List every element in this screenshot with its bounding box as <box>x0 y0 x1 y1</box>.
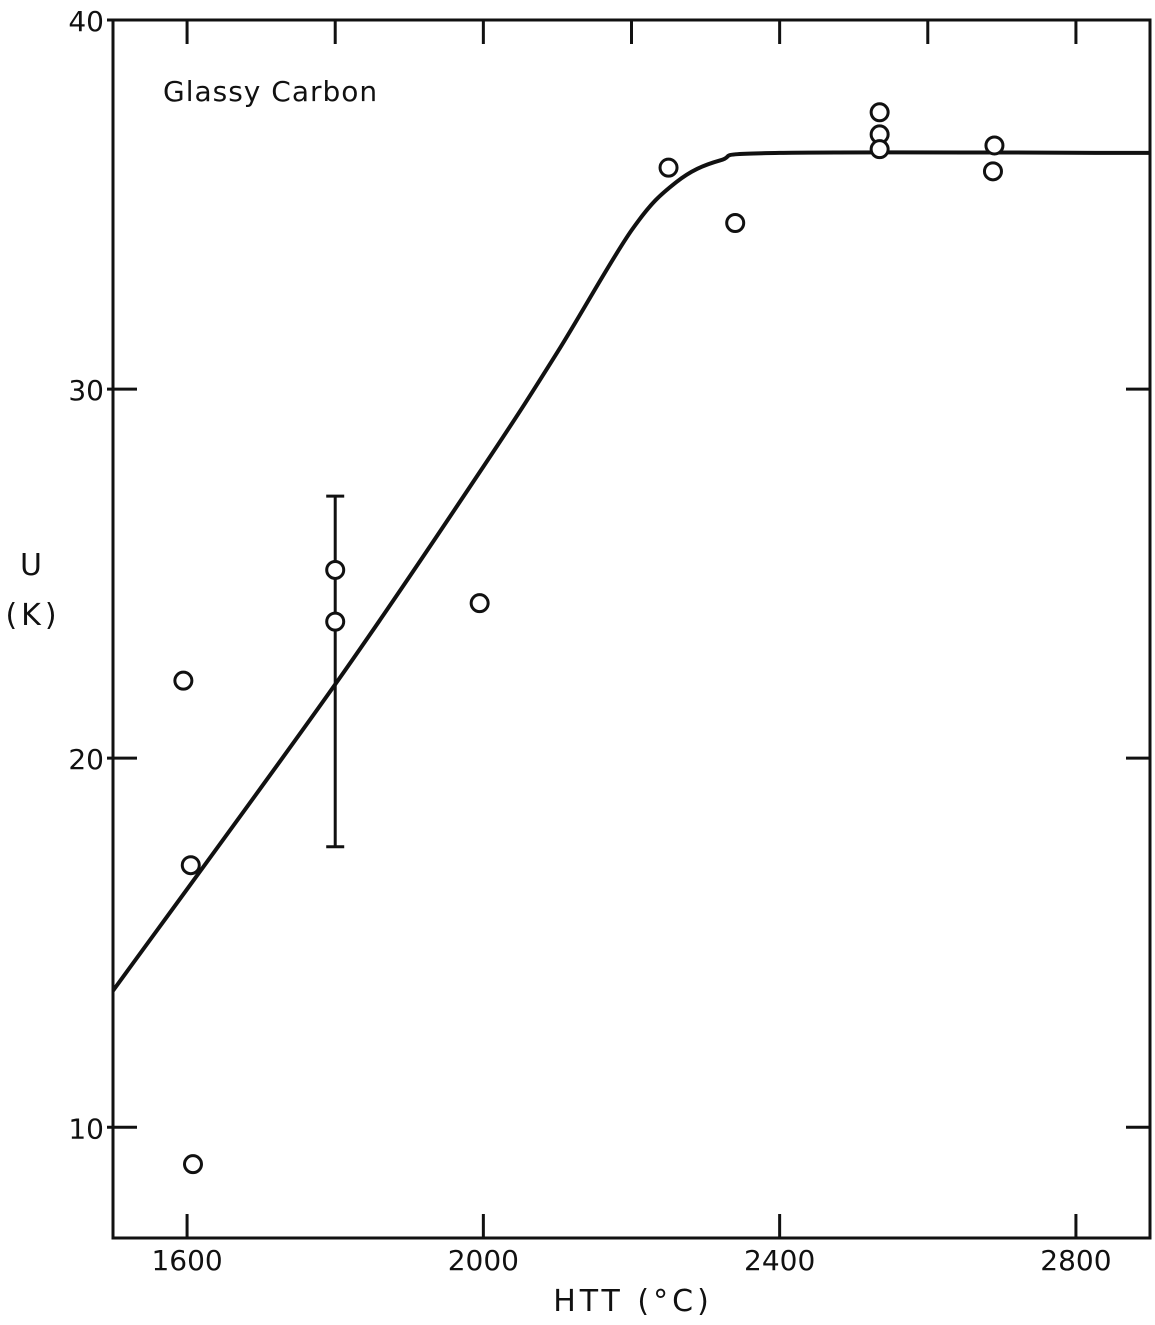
y-axis-label-line1: U <box>20 548 46 583</box>
data-point <box>180 855 201 876</box>
y-tick-label: 30 <box>68 374 104 407</box>
data-point <box>869 139 890 160</box>
data-point <box>982 161 1003 182</box>
ticks-group <box>107 18 1150 1238</box>
plot-frame <box>111 18 1152 1240</box>
data-point <box>325 559 346 580</box>
data-point <box>984 135 1005 156</box>
data-point <box>658 157 679 178</box>
data-point <box>869 102 890 123</box>
data-point <box>173 670 194 691</box>
tick-labels-group: 1600 2000 2400 2800 10 20 30 40 <box>68 5 1111 1277</box>
data-point <box>469 593 490 614</box>
data-point <box>325 611 346 632</box>
y-tick-label: 40 <box>68 5 104 38</box>
fit-curve <box>111 150 1151 992</box>
y-tick-label: 10 <box>68 1112 104 1145</box>
data-point <box>182 1154 203 1175</box>
x-axis-label: HTT (°C) <box>553 1284 713 1319</box>
x-tick-label: 2000 <box>448 1244 519 1277</box>
y-axis-label-line2: (K) <box>5 598 60 633</box>
data-points-group <box>173 102 1005 1175</box>
data-point <box>725 213 746 233</box>
x-tick-label: 1600 <box>151 1244 222 1277</box>
x-tick-label: 2400 <box>744 1244 815 1277</box>
chart-annotation: Glassy Carbon <box>163 75 378 108</box>
error-bars-group <box>326 494 345 849</box>
y-tick-label: 20 <box>68 743 104 776</box>
x-tick-label: 2800 <box>1040 1244 1111 1277</box>
